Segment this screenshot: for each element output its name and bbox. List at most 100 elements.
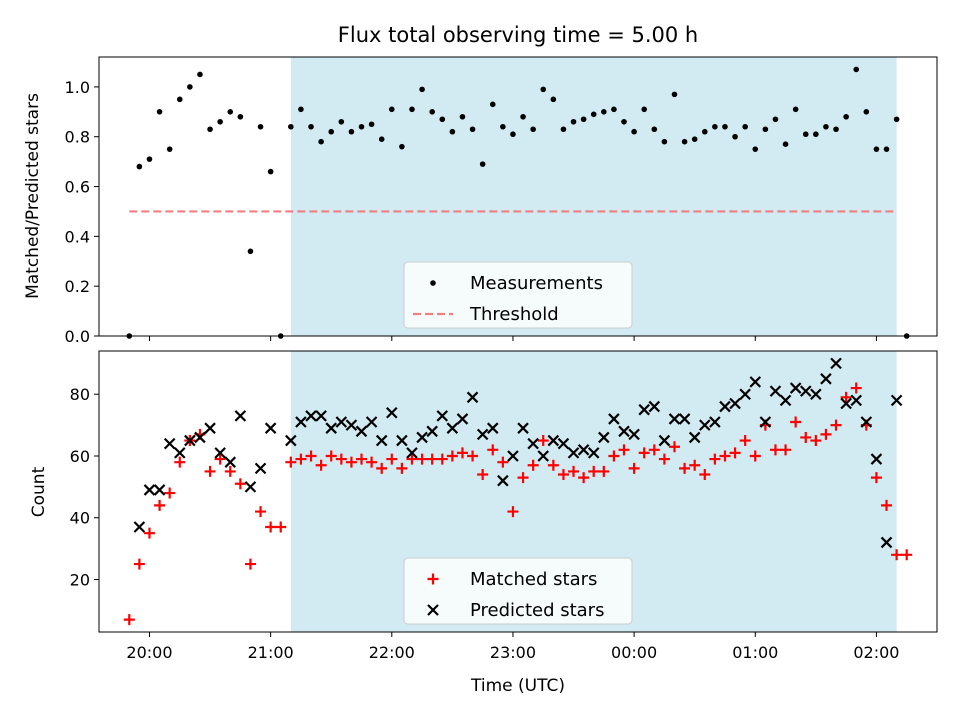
predicted-star-point bbox=[285, 434, 297, 447]
predicted-star-point bbox=[476, 428, 489, 441]
predicted-star-point bbox=[486, 422, 499, 434]
legend-dot-icon bbox=[430, 280, 436, 286]
measurement-point bbox=[762, 126, 769, 133]
matched-star-point bbox=[224, 465, 236, 477]
y-tick-label: 0.0 bbox=[65, 327, 90, 346]
matched-star-point bbox=[366, 456, 378, 468]
predicted-star-point bbox=[497, 474, 509, 487]
measurement-point bbox=[217, 118, 223, 125]
measurement-point bbox=[479, 161, 486, 167]
predicted-star-point bbox=[234, 410, 247, 422]
measurement-point bbox=[580, 116, 587, 123]
predicted-star-point bbox=[315, 410, 327, 422]
y-tick-label: 0.2 bbox=[65, 277, 90, 296]
predicted-star-point bbox=[789, 382, 802, 394]
count-y-axis-label: Count bbox=[29, 466, 49, 517]
matched-star-point bbox=[820, 428, 832, 440]
measurement-point bbox=[368, 121, 375, 128]
predicted-star-point bbox=[890, 394, 903, 407]
measurement-point bbox=[459, 113, 466, 120]
matched-star-point bbox=[335, 453, 347, 465]
matched-star-point bbox=[739, 435, 751, 447]
legend-plus-icon bbox=[427, 573, 439, 585]
matched-star-point bbox=[376, 462, 388, 474]
measurement-point bbox=[136, 163, 143, 170]
legend-label: Threshold bbox=[469, 304, 559, 325]
measurement-point bbox=[399, 143, 405, 150]
measurement-point bbox=[237, 113, 244, 120]
matched-star-point bbox=[497, 456, 509, 468]
measurement-point bbox=[732, 133, 738, 140]
measurement-point bbox=[772, 116, 779, 123]
measurement-point bbox=[227, 109, 234, 115]
matched-star-point bbox=[780, 444, 792, 456]
predicted-star-point bbox=[143, 484, 156, 496]
matched-star-point bbox=[769, 444, 781, 456]
matched-star-point bbox=[285, 456, 297, 468]
x-tick-label: 20:00 bbox=[126, 643, 172, 662]
predicted-star-point bbox=[618, 425, 630, 438]
x-tick-label: 01:00 bbox=[732, 643, 778, 662]
measurement-point bbox=[661, 138, 668, 145]
measurement-point bbox=[489, 101, 496, 108]
predicted-star-point bbox=[729, 397, 741, 410]
x-tick-label: 21:00 bbox=[248, 643, 294, 662]
predicted-star-point bbox=[416, 431, 428, 444]
measurement-point bbox=[267, 168, 274, 175]
measurement-point bbox=[419, 86, 425, 93]
predicted-star-point bbox=[860, 416, 873, 428]
matched-star-point bbox=[356, 453, 368, 465]
matched-star-point bbox=[406, 453, 418, 465]
ratio-panel-frame bbox=[98, 56, 938, 337]
measurement-point bbox=[782, 141, 789, 147]
matched-star-point bbox=[244, 558, 256, 570]
y-tick-label: 0.6 bbox=[65, 178, 90, 197]
measurement-point bbox=[853, 66, 860, 73]
predicted-star-point bbox=[375, 434, 388, 447]
predicted-star-point bbox=[345, 419, 358, 431]
y-tick-label: 0.8 bbox=[65, 128, 90, 147]
matched-star-point bbox=[204, 465, 216, 477]
matched-star-point bbox=[830, 419, 842, 431]
legend-box bbox=[403, 557, 633, 625]
measurement-point bbox=[247, 248, 254, 255]
x-tick-label: 02:00 bbox=[853, 643, 899, 662]
measurement-point bbox=[449, 128, 456, 135]
predicted-star-point bbox=[799, 385, 812, 397]
ratio-legend: Measurements Threshold bbox=[403, 261, 633, 329]
predicted-star-point bbox=[779, 394, 792, 407]
measurement-point bbox=[883, 146, 890, 152]
measurement-point bbox=[298, 106, 304, 113]
predicted-star-point bbox=[517, 422, 529, 434]
predicted-star-point bbox=[386, 406, 398, 419]
predicted-star-point bbox=[608, 413, 620, 425]
predicted-star-point bbox=[355, 425, 368, 438]
x-axis-label: Time (UTC) bbox=[470, 676, 565, 696]
matched-star-point bbox=[881, 499, 893, 511]
predicted-star-point bbox=[547, 434, 560, 447]
measurement-point bbox=[833, 126, 839, 133]
predicted-star-point bbox=[466, 391, 479, 404]
y-tick-label: 60 bbox=[70, 447, 90, 466]
predicted-star-point bbox=[567, 447, 580, 459]
measurement-point bbox=[540, 86, 547, 93]
matched-star-point bbox=[658, 453, 670, 465]
predicted-star-point bbox=[678, 413, 691, 425]
matched-star-point bbox=[255, 506, 267, 518]
measurement-point bbox=[590, 111, 597, 118]
measurement-point bbox=[187, 84, 193, 90]
y-tick-label: 0.4 bbox=[65, 227, 90, 246]
predicted-star-point bbox=[325, 422, 337, 434]
measurement-point bbox=[520, 113, 526, 120]
predicted-star-point bbox=[204, 422, 216, 434]
predicted-star-point bbox=[699, 419, 711, 431]
measurement-point bbox=[288, 123, 294, 130]
predicted-star-point bbox=[628, 428, 640, 441]
matched-star-point bbox=[557, 469, 569, 481]
predicted-star-point bbox=[658, 434, 671, 447]
matched-star-point bbox=[507, 506, 519, 518]
matched-star-point bbox=[446, 450, 458, 462]
predicted-star-point bbox=[426, 425, 438, 438]
measurement-point bbox=[621, 118, 627, 125]
predicted-star-point bbox=[719, 400, 731, 413]
